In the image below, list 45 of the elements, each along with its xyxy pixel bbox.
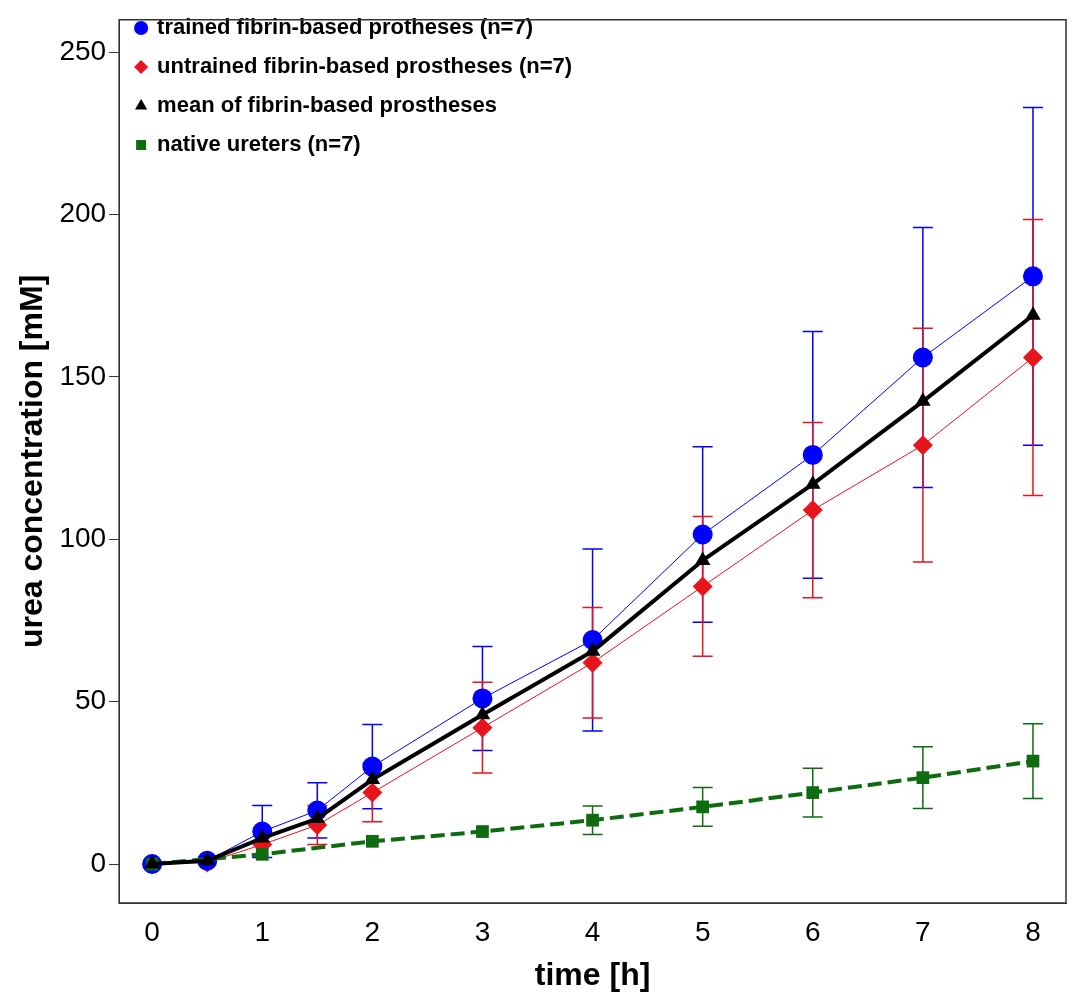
point xyxy=(476,825,489,838)
point xyxy=(916,771,930,785)
y-tick-label: 50 xyxy=(74,684,107,716)
point xyxy=(1022,266,1043,287)
point xyxy=(802,500,823,521)
point xyxy=(1022,347,1043,368)
y-tick-label: 0 xyxy=(90,846,107,878)
point xyxy=(692,576,713,597)
legend-label: untrained fibrin-based prostheses (n=7) xyxy=(157,53,573,79)
x-tick-label: 2 xyxy=(364,915,381,947)
x-tick-label: 6 xyxy=(804,915,821,947)
point xyxy=(696,800,710,814)
point xyxy=(806,786,820,799)
point xyxy=(309,809,326,824)
point xyxy=(584,642,601,656)
point xyxy=(362,782,383,803)
point xyxy=(586,813,599,827)
point xyxy=(472,688,493,709)
point xyxy=(254,829,271,843)
x-tick-label: 5 xyxy=(694,915,711,947)
point xyxy=(365,834,379,848)
y-tick-label: 100 xyxy=(59,522,107,554)
legend-label: mean of fibrin-based prostheses xyxy=(157,92,497,118)
y-tick-label: 200 xyxy=(59,197,107,229)
point xyxy=(912,435,933,456)
y-axis-title: urea concentration [mM] xyxy=(13,274,50,649)
point xyxy=(912,347,933,368)
x-tick-label: 0 xyxy=(144,915,160,947)
x-tick-label: 8 xyxy=(1025,915,1041,947)
point xyxy=(804,475,821,489)
x-tick-label: 1 xyxy=(254,915,271,947)
x-tick-label: 4 xyxy=(584,915,601,947)
x-tick-label: 3 xyxy=(474,915,491,947)
x-tick-label: 7 xyxy=(915,915,931,947)
x-axis-title: time [h] xyxy=(534,955,651,992)
y-tick-label: 250 xyxy=(59,34,107,66)
y-tick-label: 150 xyxy=(59,359,107,391)
point xyxy=(692,524,713,545)
legend-label: native ureters (n=7) xyxy=(157,131,361,157)
point xyxy=(802,444,823,465)
point xyxy=(364,770,381,785)
point xyxy=(255,847,269,861)
point xyxy=(362,756,383,777)
point xyxy=(474,705,491,720)
point xyxy=(472,717,493,738)
